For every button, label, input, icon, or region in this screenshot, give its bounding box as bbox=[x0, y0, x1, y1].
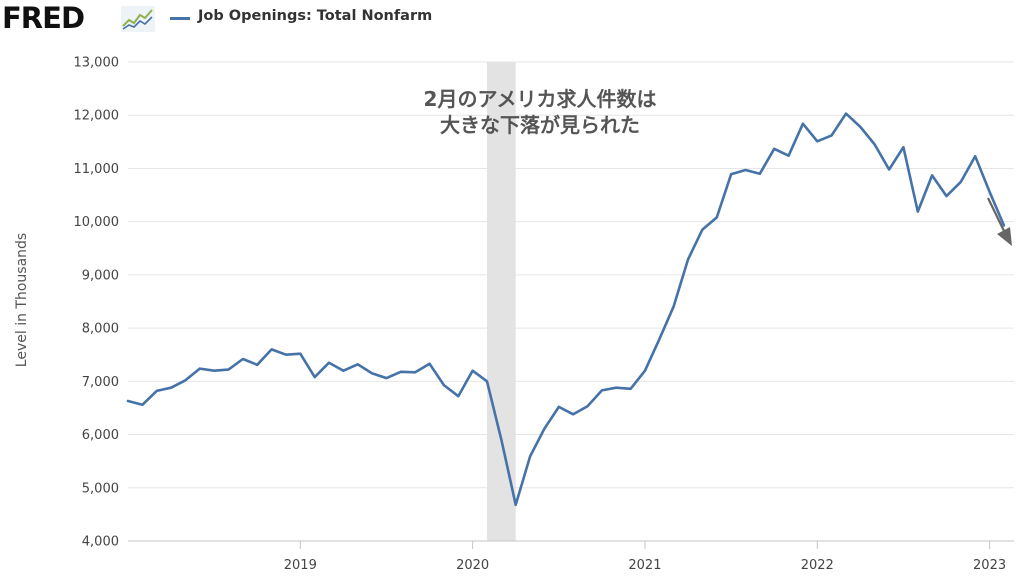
annotation: 2月のアメリカ求人件数は 大きな下落が見られた bbox=[424, 87, 657, 137]
x-tick-label: 2019 bbox=[284, 558, 317, 573]
x-tick-label: 2020 bbox=[456, 558, 489, 573]
legend-series-swatch bbox=[170, 17, 190, 20]
y-tick-label: 10,000 bbox=[74, 215, 120, 230]
series-lines bbox=[126, 112, 1006, 507]
x-tick-label: 2023 bbox=[973, 558, 1006, 573]
annotation-line-2: 大きな下落が見られた bbox=[440, 113, 640, 137]
x-axis-ticks: 2019 2020 2021 2022 2023 bbox=[284, 541, 1006, 573]
mini-line-chart-icon bbox=[121, 6, 155, 32]
y-tick-label: 4,000 bbox=[82, 535, 119, 550]
x-tick-label: 2022 bbox=[801, 558, 834, 573]
x-tick-label: 2021 bbox=[628, 558, 661, 573]
fred-logo[interactable]: FRED bbox=[2, 1, 85, 35]
legend-series-label[interactable]: Job Openings: Total Nonfarm bbox=[198, 8, 433, 24]
y-tick-label: 12,000 bbox=[74, 109, 120, 124]
gridlines bbox=[128, 61, 1014, 489]
chart-header: FRED Job Openings: Total Nonfarm bbox=[0, 0, 1024, 40]
y-tick-label: 13,000 bbox=[74, 56, 120, 71]
y-tick-label: 11,000 bbox=[74, 162, 120, 177]
recession-shading bbox=[486, 62, 516, 541]
series-line-job-openings bbox=[126, 112, 1006, 507]
y-tick-label: 5,000 bbox=[82, 481, 119, 496]
y-tick-label: 7,000 bbox=[82, 375, 119, 390]
arrow-head bbox=[997, 227, 1012, 246]
y-axis-ticks: 4,000 5,000 6,000 7,000 8,000 9,000 10,000 11,0… bbox=[74, 56, 120, 550]
y-tick-label: 9,000 bbox=[82, 268, 119, 283]
annotation-arrow bbox=[987, 197, 1012, 246]
recession-band bbox=[486, 62, 516, 541]
y-tick-label: 6,000 bbox=[82, 428, 119, 443]
y-tick-label: 8,000 bbox=[82, 322, 119, 337]
annotation-line-1: 2月のアメリカ求人件数は bbox=[424, 87, 657, 111]
arrow-shaft bbox=[987, 197, 1005, 232]
y-axis-label: Level in Thousands bbox=[14, 233, 30, 367]
